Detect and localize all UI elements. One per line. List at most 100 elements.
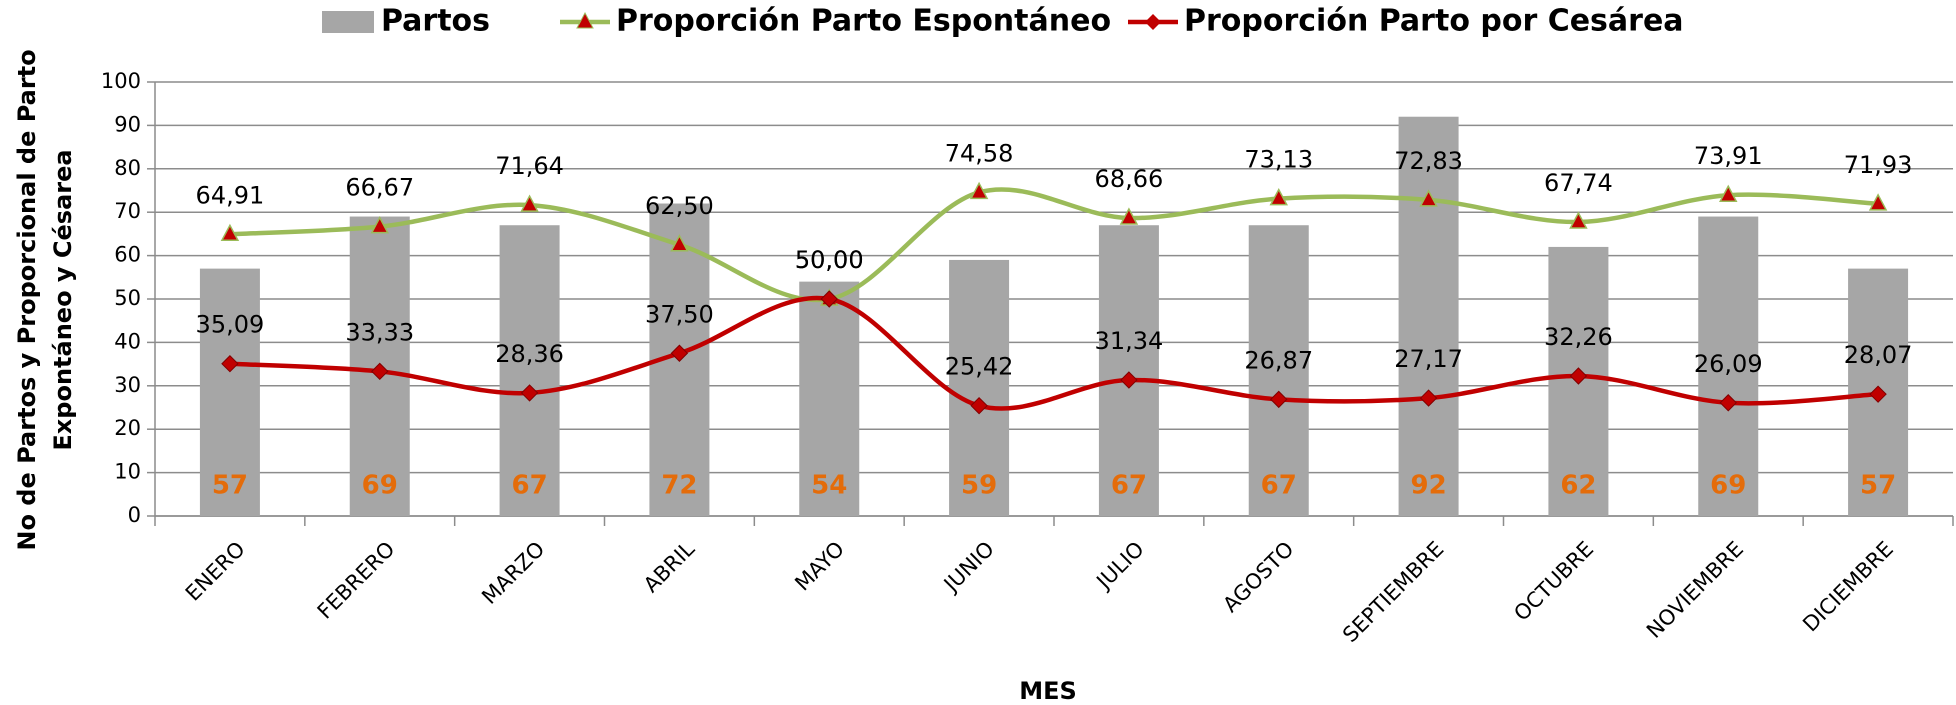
marker: [520, 384, 539, 402]
x-tick-label: MARZO: [477, 537, 549, 609]
bar: [949, 259, 1010, 516]
marker: [1119, 207, 1139, 225]
bar: [1698, 216, 1759, 517]
bar-value-label: 62: [1560, 471, 1596, 501]
data-label: 28,36: [495, 340, 564, 368]
y-tick-label: 40: [114, 329, 141, 353]
x-tick-label: OCTUBRE: [1509, 537, 1598, 626]
y-tick-label: 10: [114, 460, 141, 484]
legend-label: Partos: [381, 4, 490, 39]
marker: [371, 362, 389, 381]
bar-value-label: 67: [1111, 471, 1147, 501]
marker: [969, 181, 989, 200]
x-tick-label: AGOSTO: [1218, 537, 1298, 617]
marker: [670, 344, 689, 362]
y-axis-label: Expontáneo y Césarea: [49, 149, 77, 450]
x-tick-label: ABRIL: [639, 537, 699, 597]
marker: [220, 223, 240, 242]
marker: [820, 290, 838, 308]
marker: [520, 194, 539, 212]
bar: [799, 281, 860, 516]
bar-value-label: 57: [1860, 471, 1896, 501]
data-label: 33,33: [345, 318, 414, 346]
y-tick-label: 100: [101, 69, 141, 93]
marker: [670, 234, 689, 252]
bar: [1098, 225, 1159, 516]
y-tick-label: 90: [114, 112, 141, 136]
legend-marker: [1145, 14, 1161, 30]
line: [229, 187, 1879, 303]
data-label: 67,74: [1544, 169, 1613, 197]
bar-value-label: 69: [1710, 471, 1746, 501]
data-label: 71,93: [1844, 151, 1913, 179]
data-label: 26,09: [1694, 350, 1763, 378]
marker: [370, 216, 389, 234]
data-label: 64,91: [196, 181, 265, 209]
data-label: 50,00: [795, 246, 864, 274]
y-tick-label: 50: [114, 286, 141, 310]
data-label: 71,64: [495, 152, 564, 180]
marker: [1719, 394, 1737, 412]
marker: [1868, 193, 1888, 211]
x-tick-label: NOVIEMBRE: [1642, 537, 1748, 643]
bar-value-label: 92: [1410, 471, 1446, 501]
data-label: 50,00: [795, 246, 864, 274]
marker: [1269, 188, 1288, 206]
marker: [1270, 390, 1288, 409]
x-tick-label: MAYO: [790, 537, 849, 596]
data-label: 74,58: [945, 139, 1014, 167]
x-tick-label: JUNIO: [938, 537, 999, 598]
data-label: 73,13: [1244, 146, 1313, 174]
data-label: 32,26: [1544, 323, 1613, 351]
legend-marker: [576, 11, 594, 29]
marker: [1569, 211, 1588, 229]
data-label: 27,17: [1394, 345, 1463, 373]
y-tick-label: 80: [114, 156, 141, 180]
bar-value-label: 69: [362, 471, 398, 501]
marker: [1419, 189, 1438, 207]
data-label: 62,50: [645, 192, 714, 220]
y-tick-label: 20: [114, 416, 141, 440]
data-label: 66,67: [345, 174, 414, 202]
data-label: 25,42: [945, 353, 1014, 381]
data-label: 35,09: [196, 311, 265, 339]
legend-swatch: [322, 11, 374, 33]
data-label: 72,83: [1394, 147, 1463, 175]
data-label: 26,87: [1244, 346, 1313, 374]
bar-value-label: 72: [661, 471, 697, 501]
y-tick-label: 70: [114, 199, 141, 223]
y-tick-label: 30: [114, 373, 141, 397]
marker: [1419, 389, 1438, 407]
bar: [1398, 116, 1459, 516]
x-tick-label: DICIEMBRE: [1798, 537, 1898, 637]
x-axis-label: MES: [1019, 677, 1077, 705]
marker: [970, 396, 988, 415]
bar-value-label: 67: [1261, 471, 1297, 501]
bar: [499, 225, 560, 516]
y-axis-label: No de Partos y Proporcional de Parto: [13, 49, 41, 550]
x-tick-label: SEPTIEMBRE: [1338, 537, 1448, 647]
bar-value-label: 67: [511, 471, 547, 501]
data-label: 31,34: [1095, 327, 1164, 355]
data-label: 28,07: [1844, 341, 1913, 369]
x-tick-label: JULIO: [1091, 537, 1149, 595]
bar-value-label: 59: [961, 471, 997, 501]
bar: [199, 268, 260, 516]
bar: [1248, 225, 1309, 516]
bar-value-label: 54: [811, 471, 847, 501]
line: [229, 295, 1879, 411]
bar-value-label: 57: [212, 471, 248, 501]
marker: [1120, 371, 1138, 389]
marker: [1719, 184, 1738, 202]
legend-label: Proporción Parto Espontáneo: [616, 4, 1111, 39]
y-tick-label: 60: [114, 243, 141, 267]
data-label: 37,50: [645, 300, 714, 328]
marker: [1569, 367, 1588, 385]
data-label: 73,91: [1694, 142, 1763, 170]
data-label: 68,66: [1095, 165, 1164, 193]
marker: [1869, 385, 1887, 403]
x-tick-label: ENERO: [181, 537, 250, 606]
legend-label: Proporción Parto por Cesárea: [1184, 4, 1684, 39]
marker: [221, 355, 239, 373]
